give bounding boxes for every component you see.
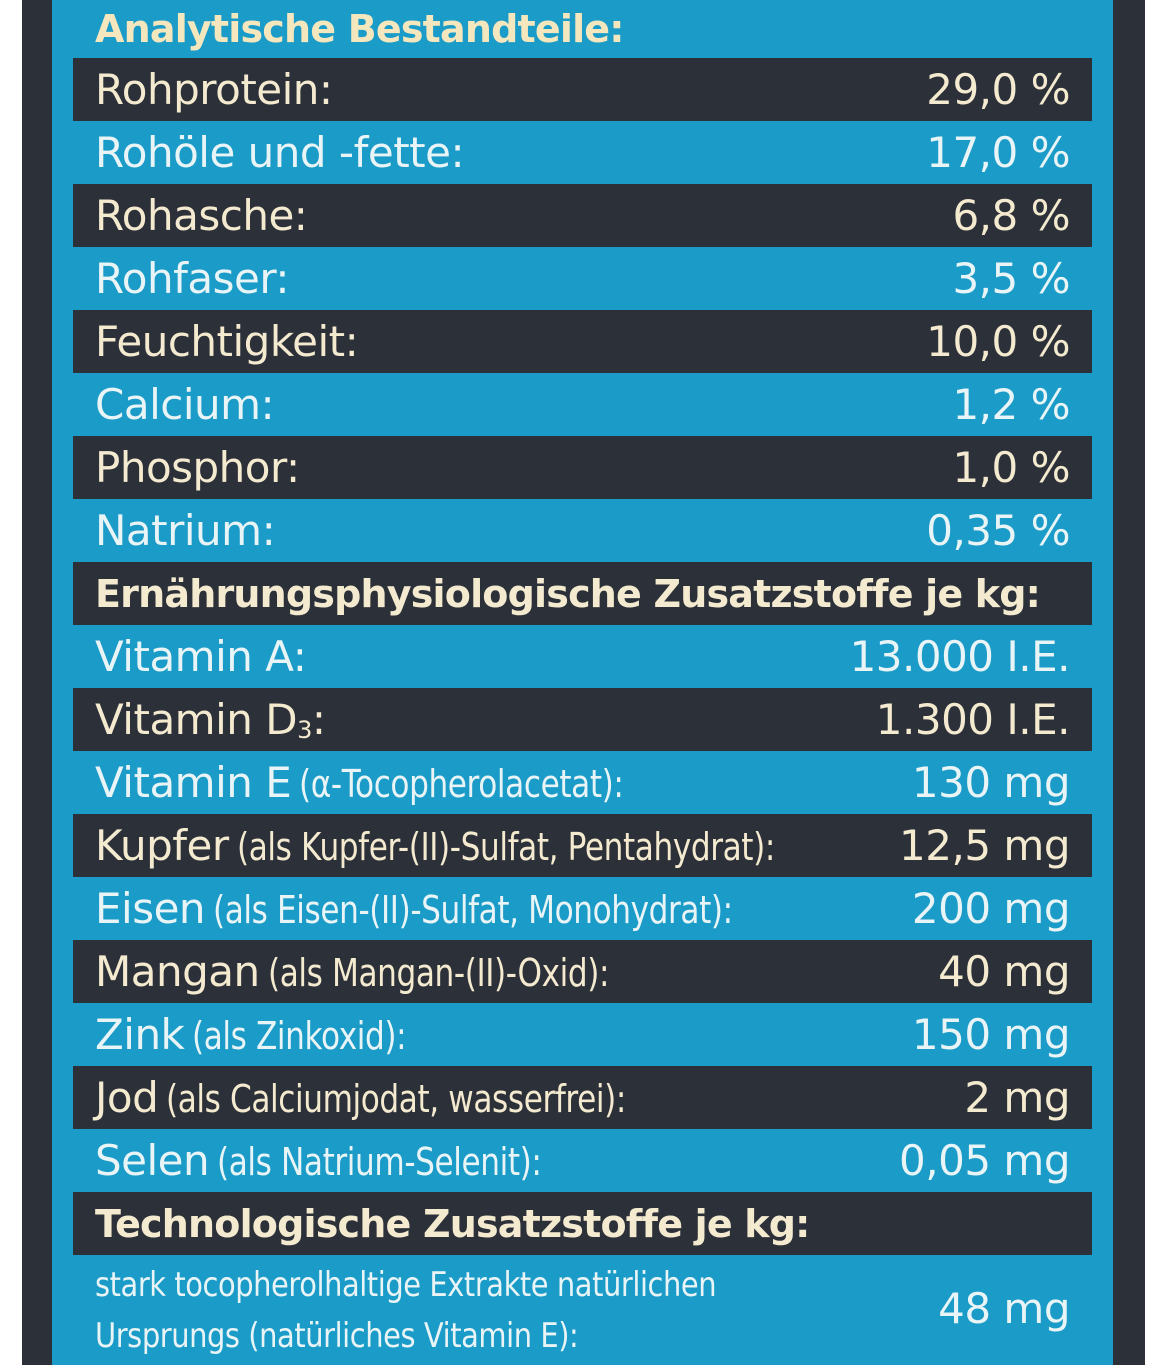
row-label: Zink (als Zinkoxid): [95,1010,407,1059]
label-text: Calcium: [95,380,275,429]
row-value: 48 mg [938,1283,1070,1333]
row-value: 40 mg [938,947,1070,996]
row-label: Phosphor: [95,443,300,492]
label-line-text: stark tocopherolhaltige Extrakte natürli… [95,1265,717,1305]
row-value: 150 mg [911,1010,1071,1059]
label-text: Zink [95,1010,185,1059]
row-label: Vitamin A: [95,632,307,681]
row-label: Mangan (als Mangan-(II)-Oxid): [95,947,614,996]
table-row: Natrium: 0,35 % [73,499,1092,562]
row-value: 13.000 I.E. [849,632,1071,681]
table-row: Rohfaser: 3,5 % [73,247,1092,310]
row-label: Rohöle und -fette: [95,128,465,177]
label-note: (als Zinkoxid): [192,1014,407,1058]
table-row: Jod (als Calciumjodat, wasserfrei): 2 mg [73,1066,1092,1129]
row-value: 6,8 % [952,191,1070,240]
label-text: Kupfer [95,821,229,870]
row-value: 10,0 % [926,317,1070,366]
table-row: Selen (als Natrium-Selenit): 0,05 mg [73,1129,1092,1192]
row-value: 2 mg [964,1073,1070,1122]
row-label: Feuchtigkeit: [95,317,359,366]
label-text: Vitamin E [95,758,292,807]
row-label: Rohasche: [95,191,308,240]
label-text: Natrium: [95,506,276,555]
label-text: Feuchtigkeit: [95,317,359,366]
table-row: Feuchtigkeit: 10,0 % [73,310,1092,373]
label-text: Eisen [95,884,206,933]
label-note: (α-Tocopherolacetat): [299,762,624,806]
row-value: 0,05 mg [899,1136,1070,1185]
row-label: Rohfaser: [95,254,290,303]
label-note: (als Natrium-Selenit): [217,1140,542,1184]
row-value: 1,2 % [952,380,1070,429]
row-value: 200 mg [911,884,1071,933]
label-suffix: : [311,695,326,744]
row-label: Natrium: [95,506,276,555]
row-value: 1.300 I.E. [875,695,1071,744]
label-text: Jod [95,1073,159,1122]
table-row: Rohöle und -fette: 17,0 % [73,121,1092,184]
label-note: (als Mangan-(II)-Oxid): [267,951,609,995]
table-row: Vitamin D3: 1.300 I.E. [73,688,1092,751]
table-row: Rohprotein: 29,0 % [73,58,1092,121]
row-label: Selen (als Natrium-Selenit): [95,1136,543,1185]
label-note: (als Kupfer-(II)-Sulfat, Pentahydrat): [236,825,775,869]
row-value: 17,0 % [926,128,1070,177]
label-subscript: 3 [297,716,312,744]
label-line-text: Ursprungs (natürliches Vitamin E): [95,1316,579,1356]
label-note: (als Eisen-(II)-Sulfat, Monohydrat): [213,888,733,932]
table-row: Kupfer (als Kupfer-(II)-Sulfat, Pentahydr… [73,814,1092,877]
section-title: Ernährungsphysiologische Zusatzstoffe je… [95,571,1041,616]
label-line: Ursprungs (natürliches Vitamin E): [95,1308,826,1359]
row-label: Eisen (als Eisen-(II)-Sulfat, Monohydrat)… [95,884,777,933]
label-text: Mangan [95,947,260,996]
table-row: Rohasche: 6,8 % [73,184,1092,247]
section-header: Ernährungsphysiologische Zusatzstoffe je… [73,562,1092,625]
label-note: (als Calciumjodat, wasserfrei): [166,1077,627,1121]
table-row: Vitamin E (α-Tocopherolacetat): 130 mg [73,751,1092,814]
table-row: Mangan (als Mangan-(II)-Oxid): 40 mg [73,940,1092,1003]
row-label: Vitamin D3: [95,695,326,744]
section-title: Analytische Bestandteile: [95,7,624,51]
table-row: Zink (als Zinkoxid): 150 mg [73,1003,1092,1066]
row-value: 29,0 % [926,65,1070,114]
table-row: Calcium: 1,2 % [73,373,1092,436]
row-value: 12,5 mg [899,821,1070,870]
table-row: Vitamin A: 13.000 I.E. [73,625,1092,688]
row-value: 0,35 % [926,506,1070,555]
label-text: Selen [95,1136,210,1185]
label-text: Rohfaser: [95,254,290,303]
row-label-lines: stark tocopherolhaltige Extrakte natürli… [95,1257,826,1359]
row-value: 3,5 % [952,254,1070,303]
table-row: Eisen (als Eisen-(II)-Sulfat, Monohydrat)… [73,877,1092,940]
row-value: 1,0 % [952,443,1070,492]
row-label: stark tocopherolhaltige Extrakte natürli… [95,1257,826,1359]
label-text: Vitamin D [95,695,298,744]
label-text: Rohöle und -fette: [95,128,465,177]
label-text: Phosphor: [95,443,300,492]
label-text: Rohasche: [95,191,308,240]
section-header: Analytische Bestandteile: [73,0,1092,58]
label-text: Rohprotein: [95,65,333,114]
row-label: Vitamin E (α-Tocopherolacetat): [95,758,625,807]
row-label: Kupfer (als Kupfer-(II)-Sulfat, Pentahydr… [95,821,823,870]
label-text: Vitamin A: [95,632,307,681]
panel: Analytische Bestandteile: Rohprotein: 29,0… [52,0,1113,1365]
row-label: Rohprotein: [95,65,333,114]
label-line: stark tocopherolhaltige Extrakte natürli… [95,1257,826,1308]
table-row: stark tocopherolhaltige Extrakte natürli… [73,1255,1092,1361]
row-label: Jod (als Calciumjodat, wasserfrei): [95,1073,657,1122]
row-value: 130 mg [911,758,1071,807]
section-title: Technologische Zusatzstoffe je kg: [95,1201,810,1246]
row-label: Calcium: [95,380,275,429]
section-header: Technologische Zusatzstoffe je kg: [73,1192,1092,1255]
table-row: Phosphor: 1,0 % [73,436,1092,499]
